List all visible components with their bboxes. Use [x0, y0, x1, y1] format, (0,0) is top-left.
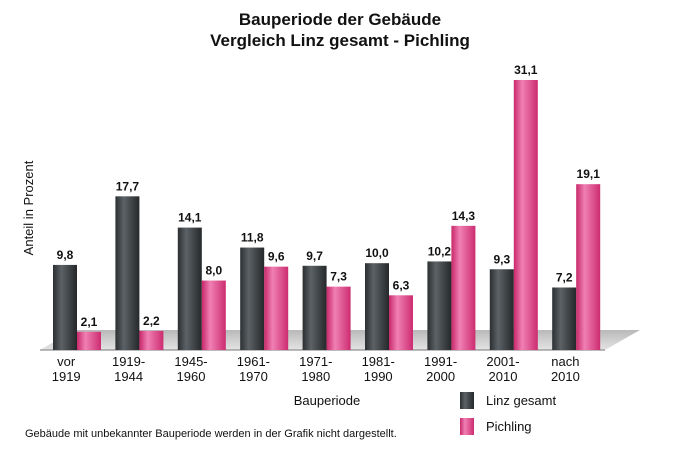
bar-linz-7: [489, 269, 514, 350]
bar-linz-3: [240, 247, 265, 350]
legend-label-pichling: Pichling: [486, 419, 532, 434]
x-tick-label-6-0: 1991-: [424, 354, 457, 369]
x-tick-label-6-1: 2000: [426, 369, 455, 384]
data-label-linz-1: 17,7: [116, 179, 140, 193]
bar-pichling-0: [77, 331, 101, 350]
bar-pichling-6: [451, 225, 476, 350]
bar-linz-4: [302, 265, 327, 350]
x-tick-label-1-1: 1944: [114, 369, 143, 384]
data-label-pichling-8: 19,1: [577, 167, 601, 181]
x-tick-label-4-1: 1980: [301, 369, 330, 384]
data-label-pichling-1: 2,2: [143, 314, 160, 328]
x-tick-label-5-0: 1981-: [362, 354, 395, 369]
chart-title: Bauperiode der Gebäude: [238, 10, 442, 29]
bar-linz-1: [115, 196, 140, 350]
bar-pichling-1: [139, 330, 164, 350]
bar-linz-0: [53, 264, 77, 350]
bar-pichling-3: [264, 266, 289, 350]
data-label-pichling-4: 7,3: [330, 270, 347, 284]
chart-subtitle: Vergleich Linz gesamt - Pichling: [210, 31, 470, 50]
x-tick-label-3-0: 1961-: [237, 354, 270, 369]
footnote: Gebäude mit unbekannter Bauperiode werde…: [25, 428, 397, 440]
bar-pichling-4: [326, 286, 351, 350]
x-tick-label-0-0: vor: [57, 354, 76, 369]
bar-linz-2: [177, 227, 202, 350]
bar-linz-8: [552, 287, 577, 350]
bar-pichling-5: [389, 295, 413, 350]
data-label-pichling-2: 8,0: [205, 264, 222, 278]
data-label-linz-0: 9,8: [57, 248, 74, 262]
bar-pichling-2: [201, 280, 226, 350]
x-tick-label-2-1: 1960: [177, 369, 206, 384]
data-label-linz-5: 10,0: [365, 246, 389, 260]
x-tick-label-5-1: 1990: [364, 369, 393, 384]
x-axis-label: Bauperiode: [294, 393, 361, 408]
x-tick-label-0-1: 1919: [52, 369, 81, 384]
data-label-linz-3: 11,8: [241, 231, 264, 245]
legend-swatch-linz: [460, 392, 474, 409]
x-tick-label-1-0: 1919-: [112, 354, 145, 369]
x-tick-label-2-0: 1945-: [174, 354, 207, 369]
data-label-pichling-6: 14,3: [452, 209, 476, 223]
data-label-pichling-7: 31,1: [514, 63, 538, 77]
data-label-linz-2: 14,1: [178, 211, 202, 225]
x-tick-label-8-1: 2010: [551, 369, 580, 384]
x-tick-label-8-0: nach: [551, 354, 579, 369]
x-tick-label-7-1: 2010: [489, 369, 518, 384]
x-tick-label-4-0: 1971-: [299, 354, 332, 369]
bar-pichling-8: [576, 184, 601, 350]
bar-linz-6: [427, 261, 452, 350]
data-label-linz-8: 7,2: [556, 270, 573, 284]
x-tick-label-3-1: 1970: [239, 369, 268, 384]
legend-swatch-pichling: [460, 418, 474, 435]
legend-label-linz: Linz gesamt: [486, 393, 557, 408]
bar-linz-5: [365, 263, 389, 350]
data-label-pichling-0: 2,1: [81, 315, 98, 329]
data-label-linz-4: 9,7: [306, 249, 323, 263]
data-label-pichling-5: 6,3: [393, 278, 410, 292]
bar-pichling-7: [513, 80, 538, 350]
data-label-linz-6: 10,2: [428, 244, 452, 258]
data-label-linz-7: 9,3: [493, 252, 510, 266]
x-tick-label-7-0: 2001-: [486, 354, 519, 369]
y-axis-label: Anteil in Prozent: [21, 160, 36, 255]
data-label-pichling-3: 9,6: [268, 250, 285, 264]
